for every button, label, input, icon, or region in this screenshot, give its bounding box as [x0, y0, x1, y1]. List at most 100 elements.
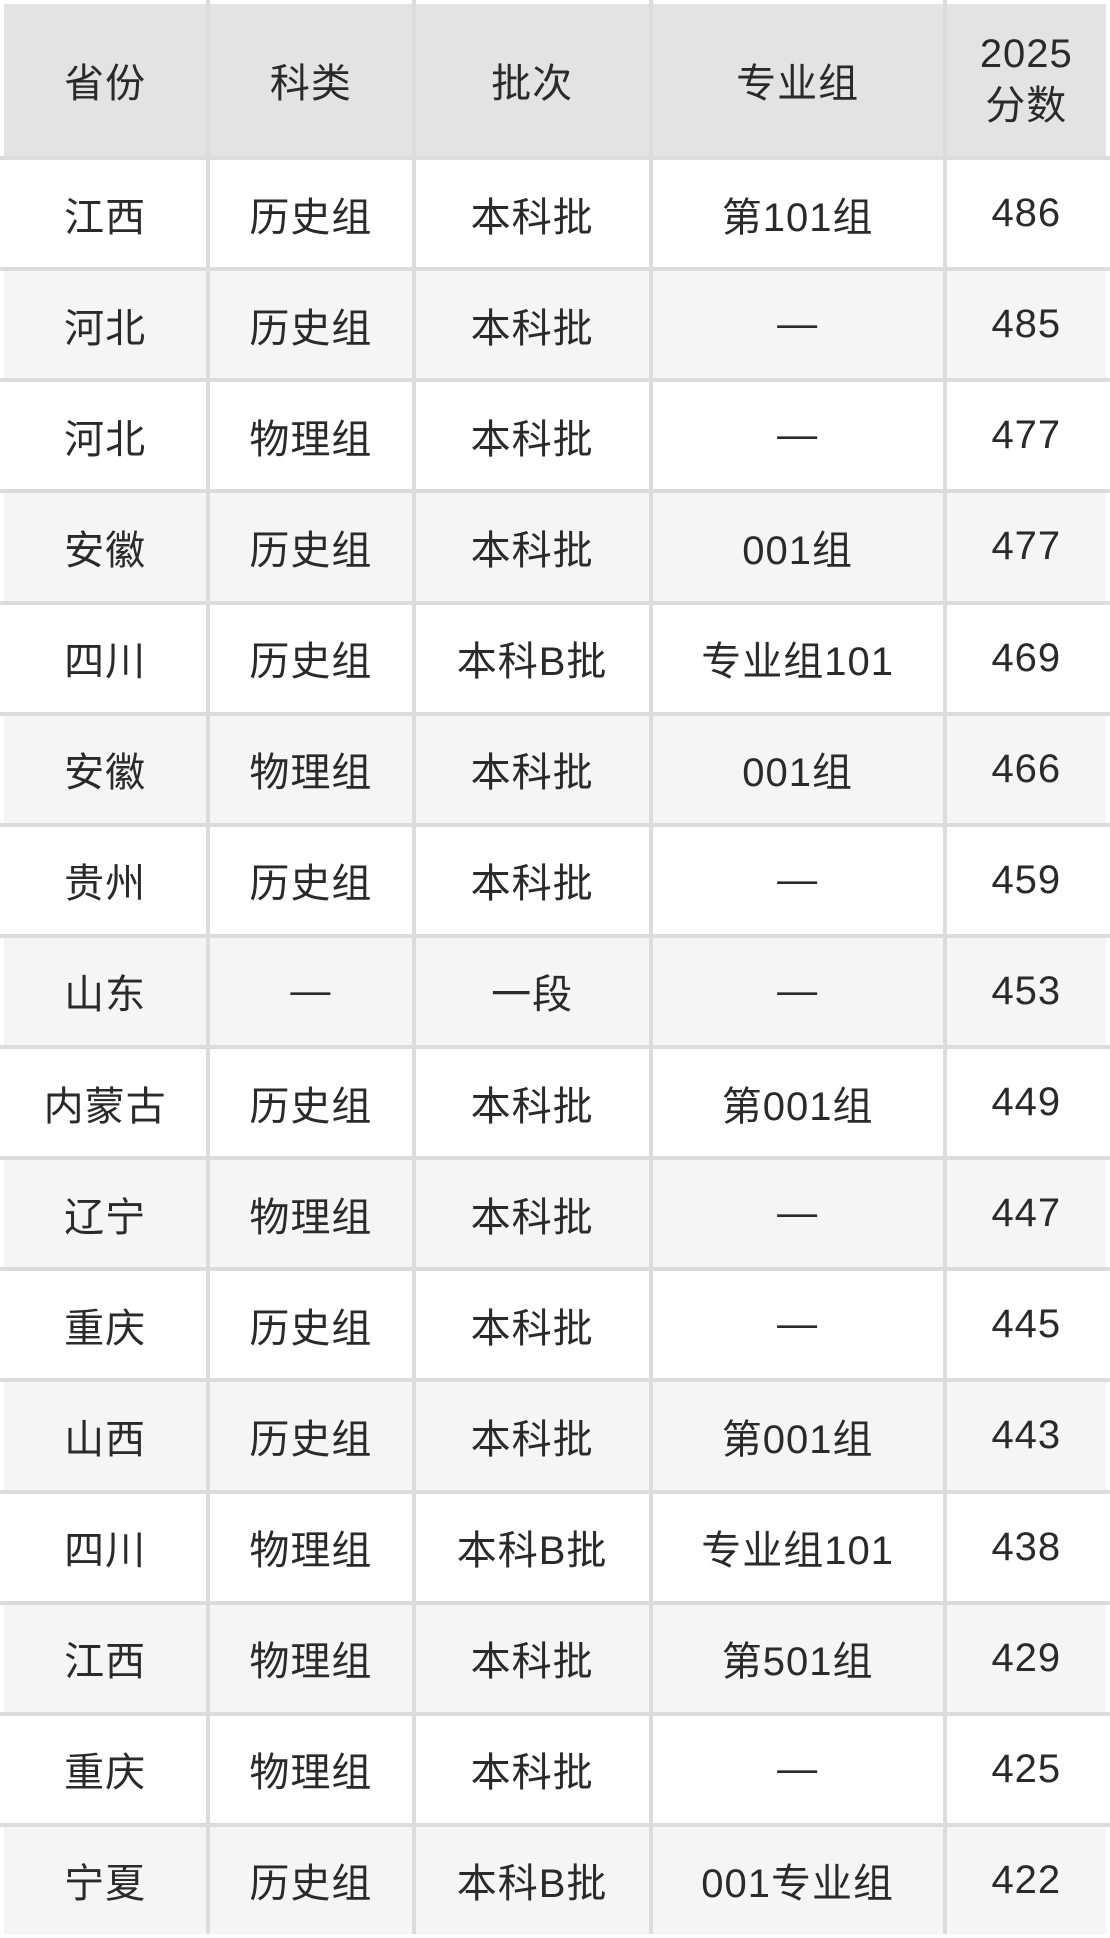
cell-category: 历史组: [206, 600, 416, 716]
cell-score: 486: [942, 155, 1110, 272]
table-row: 河北 物理组 本科批 — 477: [0, 378, 1110, 494]
table-row: 重庆 物理组 本科批 — 425: [0, 1711, 1110, 1827]
cell-category: 物理组: [206, 1489, 416, 1605]
cell-batch: 本科批: [411, 155, 653, 272]
cell-category: 物理组: [206, 1156, 416, 1272]
cell-category: 历史组: [206, 155, 416, 272]
cell-batch: 本科批: [411, 822, 653, 938]
cell-score: 469: [942, 600, 1110, 716]
header-group: 专业组: [648, 0, 947, 160]
cell-province: 河北: [0, 267, 211, 383]
cell-category: 物理组: [206, 1600, 416, 1716]
header-score: 2025 分数: [942, 0, 1110, 160]
cell-batch: 本科批: [411, 1711, 653, 1827]
cell-province: 山东: [0, 933, 211, 1050]
cell-province: 山西: [0, 1378, 211, 1494]
table-row: 河北 历史组 本科批 — 485: [0, 267, 1110, 383]
cell-group: —: [648, 1267, 947, 1383]
cell-province: 内蒙古: [0, 1044, 211, 1161]
table-row: 江西 历史组 本科批 第101组 486: [0, 155, 1110, 272]
cell-province: 宁夏: [0, 1822, 211, 1938]
cell-score: 477: [942, 489, 1110, 605]
cell-province: 江西: [0, 1600, 211, 1716]
cell-province: 四川: [0, 600, 211, 716]
cell-group: 第001组: [648, 1044, 947, 1161]
table-row: 宁夏 历史组 本科B批 001专业组 422: [0, 1822, 1110, 1938]
table-row: 四川 物理组 本科B批 专业组101 438: [0, 1489, 1110, 1605]
cell-batch: 本科批: [411, 1267, 653, 1383]
cell-group: 专业组101: [648, 600, 947, 716]
cell-score: 459: [942, 822, 1110, 938]
cell-batch: 本科B批: [411, 1489, 653, 1605]
header-category: 科类: [206, 0, 416, 160]
cell-batch: 本科批: [411, 378, 653, 494]
header-score-year: 2025: [979, 32, 1073, 76]
table-row: 山西 历史组 本科批 第001组 443: [0, 1378, 1110, 1494]
header-score-label: 分数: [985, 84, 1068, 128]
cell-batch: 本科批: [411, 711, 653, 827]
cell-score: 422: [942, 1822, 1110, 1938]
cell-batch: 本科批: [411, 1156, 653, 1272]
table-row: 山东 — 一段 — 453: [0, 933, 1110, 1050]
cell-batch: 一段: [411, 933, 653, 1050]
cell-category: 物理组: [206, 711, 416, 827]
cell-group: —: [648, 933, 947, 1050]
cell-batch: 本科批: [411, 267, 653, 383]
cell-category: —: [206, 933, 416, 1050]
cell-category: 历史组: [206, 822, 416, 938]
cell-group: 第501组: [648, 1600, 947, 1716]
cell-score: 466: [942, 711, 1110, 827]
cell-score: 425: [942, 1711, 1110, 1827]
cell-batch: 本科B批: [411, 600, 653, 716]
cell-score: 443: [942, 1378, 1110, 1494]
table-row: 贵州 历史组 本科批 — 459: [0, 822, 1110, 938]
cell-group: —: [648, 267, 947, 383]
cell-province: 四川: [0, 1489, 211, 1605]
cell-batch: 本科批: [411, 1378, 653, 1494]
cell-score: 429: [942, 1600, 1110, 1716]
cell-category: 历史组: [206, 489, 416, 605]
cell-batch: 本科批: [411, 1044, 653, 1161]
cell-group: 第001组: [648, 1378, 947, 1494]
cell-score: 477: [942, 378, 1110, 494]
cell-group: 专业组101: [648, 1489, 947, 1605]
cell-group: 第101组: [648, 155, 947, 272]
cell-group: 001组: [648, 711, 947, 827]
table-row: 重庆 历史组 本科批 — 445: [0, 1267, 1110, 1383]
cell-group: 001专业组: [648, 1822, 947, 1938]
cell-score: 438: [942, 1489, 1110, 1605]
table-row: 内蒙古 历史组 本科批 第001组 449: [0, 1044, 1110, 1161]
table-row: 辽宁 物理组 本科批 — 447: [0, 1156, 1110, 1272]
cell-score: 447: [942, 1156, 1110, 1272]
header-row: 省份 科类 批次 专业组 2025 分数: [0, 0, 1110, 160]
cell-category: 物理组: [206, 378, 416, 494]
table-row: 安徽 物理组 本科批 001组 466: [0, 711, 1110, 827]
cell-batch: 本科B批: [411, 1822, 653, 1938]
cell-group: 001组: [648, 489, 947, 605]
cell-category: 历史组: [206, 1267, 416, 1383]
cell-score: 445: [942, 1267, 1110, 1383]
cell-category: 物理组: [206, 1711, 416, 1827]
cell-category: 历史组: [206, 1044, 416, 1161]
header-batch: 批次: [411, 0, 653, 160]
cell-province: 河北: [0, 378, 211, 494]
cell-group: —: [648, 1711, 947, 1827]
cell-score: 453: [942, 933, 1110, 1050]
table-row: 江西 物理组 本科批 第501组 429: [0, 1600, 1110, 1716]
cell-province: 重庆: [0, 1267, 211, 1383]
cell-province: 安徽: [0, 489, 211, 605]
cell-category: 历史组: [206, 1378, 416, 1494]
cell-group: —: [648, 1156, 947, 1272]
table-row: 四川 历史组 本科B批 专业组101 469: [0, 600, 1110, 716]
header-province: 省份: [0, 0, 211, 160]
table-row: 安徽 历史组 本科批 001组 477: [0, 489, 1110, 605]
cell-category: 历史组: [206, 267, 416, 383]
cell-province: 江西: [0, 155, 211, 272]
cell-batch: 本科批: [411, 489, 653, 605]
cell-province: 贵州: [0, 822, 211, 938]
cell-group: —: [648, 378, 947, 494]
cell-score: 485: [942, 267, 1110, 383]
cell-province: 辽宁: [0, 1156, 211, 1272]
cell-province: 安徽: [0, 711, 211, 827]
